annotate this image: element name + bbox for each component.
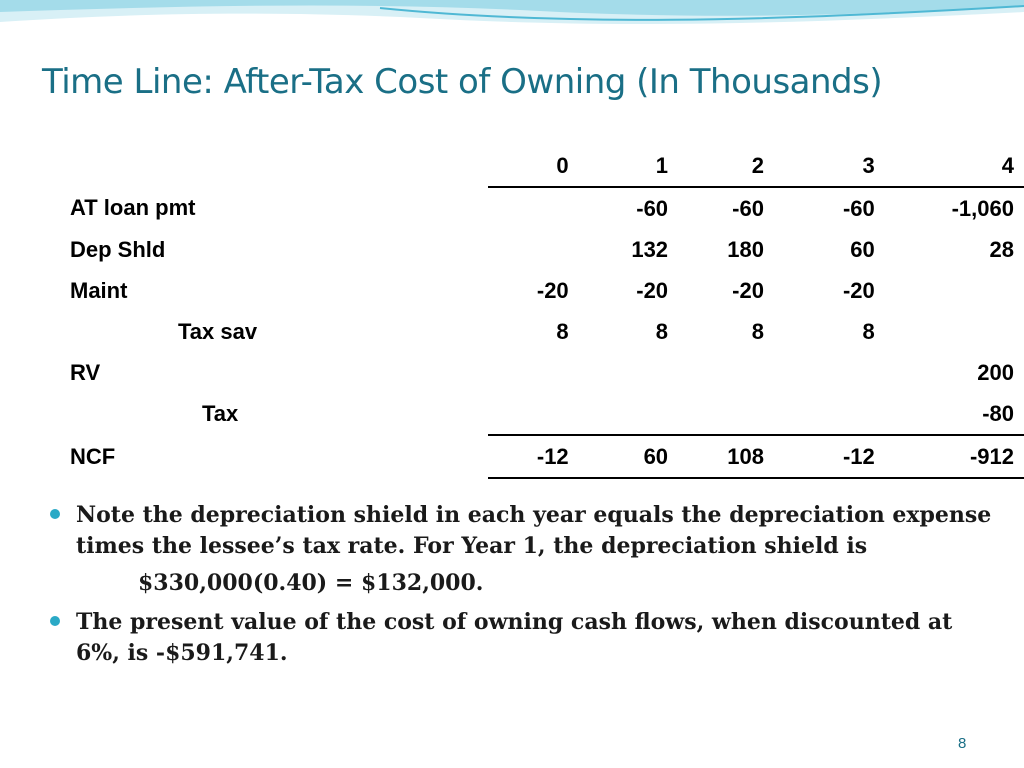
table-row: Dep Shld 132 180 60 28 — [60, 229, 1024, 270]
header-wave-decoration — [0, 0, 1024, 25]
cell-value — [774, 352, 885, 393]
table-row: RV 200 — [60, 352, 1024, 393]
cell-value — [579, 352, 678, 393]
bullet-text: Note the depreciation shield in each yea… — [76, 502, 992, 559]
row-label: Dep Shld — [70, 236, 166, 262]
bullet-dot-icon — [50, 509, 60, 519]
cell-value: -20 — [536, 277, 569, 303]
cell-value: -20 — [732, 277, 764, 303]
cell-value — [488, 393, 579, 435]
table-row: AT loan pmt -60 -60 -60 -1,060 — [60, 187, 1024, 229]
cell-value: -60 — [842, 195, 875, 221]
bullet-item: Note the depreciation shield in each yea… — [48, 500, 998, 562]
year-header: 0 — [487, 145, 579, 188]
row-label: Tax sav — [178, 318, 258, 344]
formula-text: $330,000(0.40) = $132,000. — [138, 570, 484, 596]
cell-value: -20 — [636, 277, 669, 303]
cell-value — [885, 311, 1024, 352]
row-label: Tax — [202, 401, 239, 426]
cell-value: 132 — [631, 236, 669, 262]
cell-value — [488, 229, 579, 270]
year-header: 3 — [773, 145, 885, 188]
timeline-table: 0 1 2 3 4 AT loan pmt -60 -60 -60 -1,060… — [60, 145, 1024, 479]
page-number: 8 — [958, 735, 967, 752]
cell-value: -60 — [636, 195, 669, 221]
bullet-item: The present value of the cost of owning … — [48, 607, 998, 669]
cell-value: -12 — [487, 434, 579, 479]
row-label: Maint — [70, 277, 128, 303]
row-label: NCF — [70, 443, 116, 469]
cell-value: 200 — [977, 359, 1014, 385]
year-header: 1 — [578, 145, 679, 188]
cell-value — [678, 393, 774, 435]
cell-value: 108 — [678, 434, 774, 479]
table-row: Maint -20 -20 -20 -20 — [60, 270, 1024, 311]
header-blank — [60, 145, 488, 187]
table-row-total: NCF -12 60 108 -12 -912 — [60, 434, 1024, 479]
table-header-row: 0 1 2 3 4 — [60, 145, 1024, 188]
bullet-text: The present value of the cost of owning … — [76, 609, 953, 666]
cell-value: 8 — [655, 318, 669, 344]
cell-value: 8 — [556, 318, 569, 344]
cell-value — [678, 352, 774, 393]
cell-value: -60 — [732, 195, 764, 221]
cell-value: -20 — [842, 277, 875, 303]
cell-value: -912 — [884, 434, 1024, 479]
cell-value: 180 — [727, 236, 764, 262]
cell-value: -80 — [982, 400, 1014, 426]
notes: Note the depreciation shield in each yea… — [48, 500, 998, 669]
year-header: 4 — [884, 145, 1024, 188]
slide-title: Time Line: After-Tax Cost of Owning (In … — [42, 62, 883, 102]
cell-value — [488, 352, 579, 393]
cell-value: 28 — [989, 236, 1014, 262]
cell-value — [774, 393, 885, 435]
row-label: AT loan pmt — [70, 195, 196, 220]
year-header: 2 — [678, 145, 774, 188]
cell-value: -1,060 — [951, 195, 1014, 221]
cell-value: 60 — [850, 236, 875, 262]
cell-value — [579, 393, 678, 435]
bullet-dot-icon — [50, 616, 60, 626]
cell-value: 8 — [751, 318, 764, 344]
table-row: Tax sav 8 8 8 8 — [60, 311, 1024, 352]
cell-value — [488, 187, 579, 229]
cell-value: 8 — [862, 318, 875, 344]
cell-value — [885, 270, 1024, 311]
cell-value: 60 — [578, 434, 679, 479]
row-label: RV — [70, 359, 101, 385]
cell-value: -12 — [773, 434, 885, 479]
table-row: Tax -80 — [60, 393, 1024, 435]
